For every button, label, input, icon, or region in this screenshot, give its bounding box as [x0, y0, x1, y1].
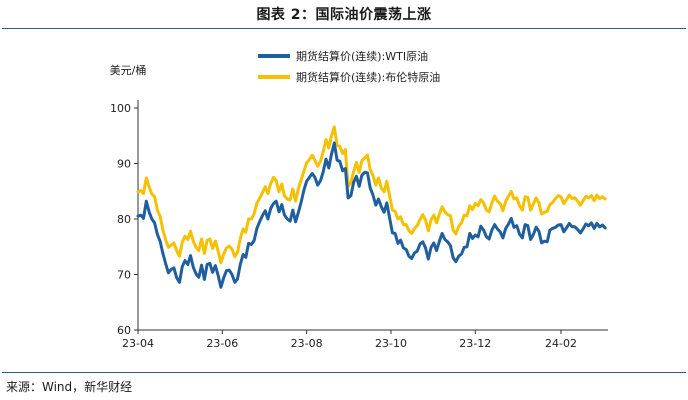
series-line-brent — [136, 125, 607, 265]
y-tick-label: 90 — [117, 158, 131, 171]
x-tick-label: 23-12 — [459, 337, 491, 350]
x-tick-label: 23-08 — [291, 337, 323, 350]
series-line-wti — [136, 141, 607, 289]
chart-axes: 美元/桶 60 70 80 90 100 23-04 23-06 23-08 23-10 23-12… — [110, 63, 608, 350]
source-note: 来源：Wind，新华财经 — [6, 380, 133, 394]
x-tick-label: 23-06 — [206, 337, 238, 350]
line-chart: 美元/桶 60 70 80 90 100 23-04 23-06 23-08 23-10 23-12… — [110, 49, 608, 350]
y-tick-label: 60 — [117, 324, 131, 337]
y-tick-label: 100 — [110, 102, 131, 115]
x-tick-label: 23-04 — [122, 337, 154, 350]
bottom-rule — [2, 372, 686, 373]
y-axis-label: 美元/桶 — [110, 63, 147, 77]
title-bar: 图表 2：国际油价震荡上涨 — [0, 0, 688, 26]
x-tick-label: 23-10 — [375, 337, 407, 350]
legend-label: 期货结算价(连续):WTI原油 — [296, 49, 428, 63]
chart-title: 图表 2：国际油价震荡上涨 — [256, 7, 432, 23]
x-tick-label: 24-02 — [545, 337, 577, 350]
chart-series — [136, 125, 607, 289]
legend-label: 期货结算价(连续):布伦特原油 — [296, 70, 440, 84]
y-tick-label: 70 — [117, 269, 131, 282]
y-tick-label: 80 — [117, 213, 131, 226]
top-rule — [2, 28, 686, 29]
